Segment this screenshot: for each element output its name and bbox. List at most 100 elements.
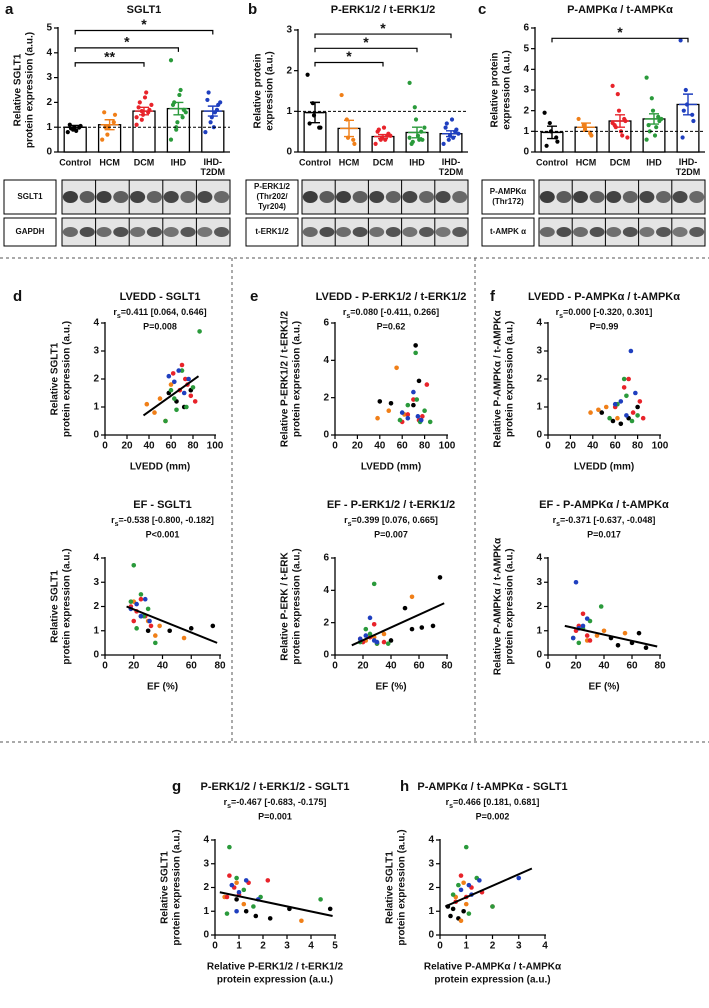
data-point — [253, 913, 259, 919]
x-tick-label: 100 — [207, 441, 224, 452]
statistic-value: =0.000 [-0.320, 0.301] — [563, 307, 652, 317]
data-point — [405, 412, 411, 417]
error-bar — [135, 106, 153, 116]
blot-band — [180, 227, 196, 237]
chart-title: EF - SGLT1 — [133, 499, 191, 511]
data-point — [422, 125, 427, 130]
blot-band — [302, 191, 318, 203]
statistic-subscript: s — [346, 313, 350, 320]
data-point — [181, 390, 187, 396]
error-bar — [442, 130, 460, 138]
data-point — [138, 592, 144, 597]
data-point — [420, 137, 425, 142]
y-axis-label: Relative SGLT1 — [13, 53, 24, 126]
data-point — [625, 135, 630, 140]
x-axis-label: EF (%) — [588, 682, 619, 693]
data-point — [218, 100, 223, 105]
data-point — [407, 135, 412, 140]
y-tick-label: 5 — [46, 23, 52, 34]
statistic: rs=0.080 [-0.411, 0.266] — [343, 307, 439, 319]
data-point — [622, 630, 628, 636]
y-tick-label: 6 — [323, 318, 329, 329]
x-tick-label: 20 — [570, 661, 582, 672]
blot-label: P-ERK1/2 — [254, 182, 291, 191]
blot-band — [689, 227, 705, 237]
data-point — [180, 115, 185, 120]
data-point — [147, 618, 152, 624]
chart-title: EF - P-ERK1/2 / t-ERK1/2 — [327, 499, 455, 511]
blot-band — [435, 191, 451, 203]
regression-line — [444, 867, 533, 908]
x-tick-label: 100 — [439, 441, 456, 452]
y-tick-label: 5 — [523, 43, 529, 54]
chart-title: EF - P-AMPKα / t-AMPKα — [539, 499, 669, 511]
data-point — [138, 613, 144, 619]
y-tick-label: 4 — [323, 585, 329, 596]
x-tick-label: 40 — [385, 661, 397, 672]
data-point — [691, 118, 696, 124]
y-tick-label: 1 — [523, 126, 529, 137]
blot-band — [656, 227, 671, 237]
blot-band — [589, 227, 605, 237]
p-value: P=0.99 — [590, 321, 619, 331]
data-point — [145, 628, 151, 634]
blot-label-box — [3, 217, 57, 247]
blot-band — [556, 227, 572, 237]
y-tick-label: 0 — [93, 430, 99, 441]
y-tick-label: 1 — [203, 906, 209, 917]
statistic-subscript: s — [115, 521, 119, 528]
y-tick-label: 4 — [428, 835, 434, 846]
statistic: rs=-0.371 [-0.637, -0.048] — [553, 515, 656, 527]
statistic-symbol: r — [556, 307, 560, 317]
x-tick-label: HCM — [576, 157, 597, 167]
data-point — [371, 581, 377, 587]
data-point — [618, 421, 624, 427]
blot-band — [79, 191, 95, 203]
significance-label: * — [124, 34, 130, 50]
data-point — [615, 643, 621, 648]
error-bar — [340, 119, 358, 138]
x-tick-label: 80 — [632, 441, 644, 452]
chart-title: LVEDD - SGLT1 — [120, 291, 201, 303]
data-point — [371, 621, 377, 627]
blot-band — [385, 227, 401, 237]
data-point — [352, 141, 357, 146]
chart-title: P-ERK1/2 / t-ERK1/2 — [331, 4, 436, 16]
significance-bracket — [74, 29, 214, 35]
blot-label: GAPDH — [16, 227, 45, 236]
data-point — [576, 116, 581, 122]
y-tick-label: 0 — [203, 930, 209, 941]
x-tick-label: 0 — [332, 441, 338, 452]
x-tick-label: HCM — [339, 157, 360, 167]
data-point — [179, 362, 185, 368]
data-point — [680, 135, 685, 140]
y-tick-label: 0 — [323, 650, 329, 661]
data-point — [166, 373, 172, 379]
data-point — [603, 404, 609, 410]
data-point — [318, 125, 323, 130]
label-line: IHD- — [204, 157, 223, 167]
panel-letter: g — [172, 778, 181, 795]
y-tick-label: 4 — [203, 835, 209, 846]
data-point — [607, 415, 612, 421]
x-tick-label: IHD — [171, 157, 187, 167]
data-point — [414, 397, 420, 402]
x-tick-label: 20 — [352, 441, 364, 452]
panel-letter: e — [250, 288, 258, 305]
x-tick-label: Control — [299, 157, 331, 167]
data-point — [299, 918, 304, 924]
data-point — [363, 626, 369, 632]
data-point — [145, 606, 151, 612]
data-point — [555, 139, 560, 144]
x-tick-label: 0 — [545, 441, 551, 452]
blot-band — [352, 191, 368, 203]
data-point — [437, 575, 443, 580]
data-point — [399, 410, 405, 415]
data-point — [635, 404, 640, 410]
blot-band — [622, 227, 638, 237]
data-point — [188, 393, 194, 399]
blot-label: t-AMPK α — [490, 227, 526, 236]
data-point — [636, 630, 642, 636]
data-point — [456, 882, 461, 888]
